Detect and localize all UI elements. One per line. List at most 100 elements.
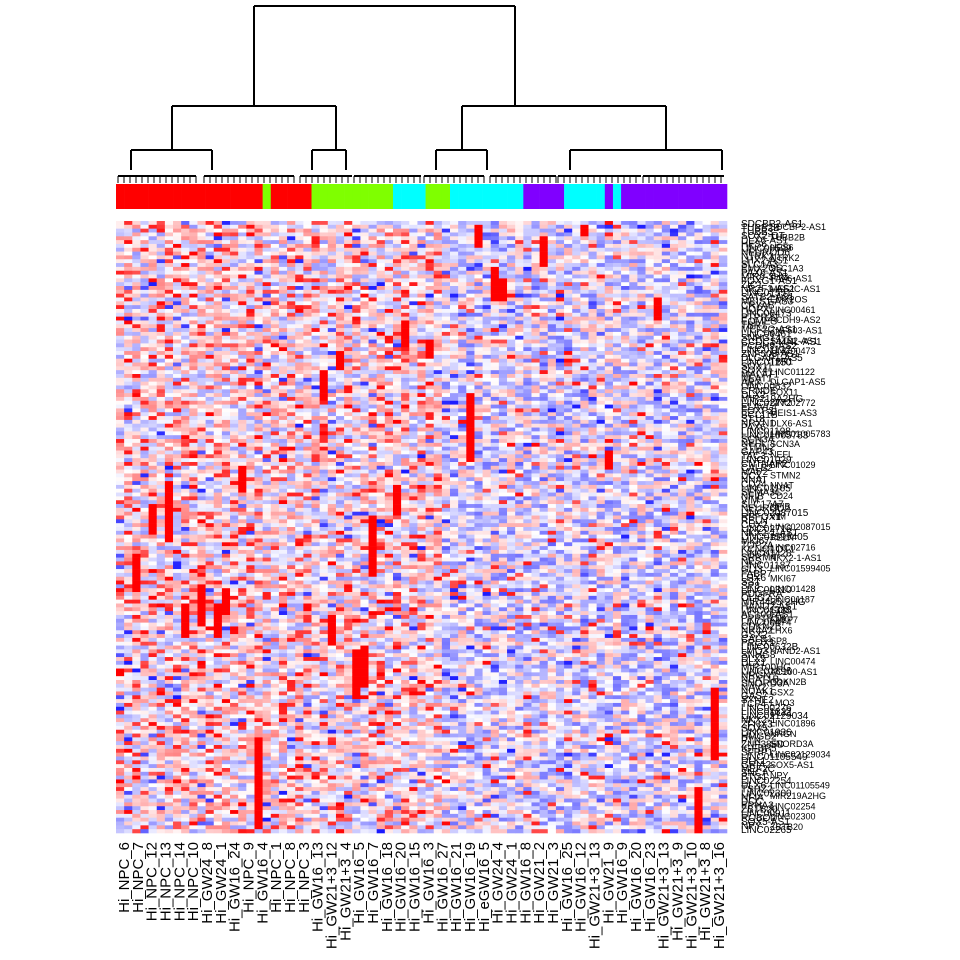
heatmap-cell (344, 614, 353, 620)
heatmap-cell (270, 714, 280, 719)
heatmap-cell (230, 748, 239, 753)
heatmap-cell (189, 829, 198, 834)
heatmap-cell (213, 584, 223, 589)
heatmap-cell (295, 301, 304, 306)
heatmap-cell (124, 416, 133, 421)
heatmap-cell (156, 771, 166, 776)
heatmap-cell (303, 270, 312, 275)
heatmap-cell (295, 320, 304, 325)
heatmap-cell (148, 664, 158, 669)
heatmap-cell (189, 266, 198, 272)
heatmap-cell (124, 733, 133, 738)
heatmap-cell (132, 794, 141, 799)
heatmap-cell (254, 305, 263, 310)
heatmap-cell (254, 450, 263, 455)
heatmap-cell (319, 343, 329, 348)
heatmap-cell (344, 278, 353, 283)
heatmap-cell (189, 278, 198, 283)
heatmap-cell (278, 534, 288, 539)
heatmap-cell (189, 626, 198, 631)
heatmap-cell (213, 668, 223, 673)
heatmap-cell (246, 481, 255, 486)
heatmap-cell (287, 431, 296, 436)
heatmap-cell (352, 653, 361, 658)
heatmap-cell (352, 339, 361, 344)
heatmap-cell (270, 767, 280, 773)
heatmap-cell (352, 572, 361, 578)
heatmap-cell (311, 465, 320, 470)
heatmap-cell (254, 247, 263, 252)
heatmap-cell (189, 286, 198, 291)
heatmap-cell (197, 645, 206, 650)
heatmap-cell (246, 798, 255, 803)
heatmap-cell (181, 228, 190, 233)
heatmap-cell (278, 400, 288, 405)
heatmap-cell (132, 504, 141, 509)
heatmap-cell (181, 553, 190, 558)
heatmap-cell (335, 783, 345, 788)
heatmap-cell (213, 817, 223, 822)
heatmap-cell (164, 695, 174, 700)
heatmap-cell (352, 431, 361, 436)
heatmap-cell (221, 668, 231, 673)
heatmap-cell (164, 396, 174, 402)
heatmap-cell (287, 515, 296, 520)
heatmap-cell (181, 523, 190, 528)
heatmap-cell (352, 676, 361, 681)
heatmap-cell (132, 676, 141, 681)
heatmap-cell (205, 331, 215, 337)
heatmap-cell (270, 500, 280, 505)
heatmap-cell (295, 710, 304, 715)
heatmap-cell (262, 553, 272, 558)
heatmap-cell (246, 515, 255, 520)
heatmap-cell (197, 404, 206, 409)
heatmap-cell (156, 737, 166, 742)
heatmap-cell (124, 289, 133, 294)
heatmap-cell (319, 618, 329, 623)
heatmap-cell (205, 767, 215, 773)
heatmap-cell (164, 706, 174, 711)
heatmap-cell (205, 538, 215, 543)
heatmap-cell (213, 335, 223, 340)
heatmap-cell (148, 729, 158, 734)
heatmap-cell (311, 794, 320, 799)
heatmap-cell (124, 347, 133, 352)
heatmap-cell (352, 618, 361, 623)
heatmap-cell (246, 607, 255, 612)
heatmap-cell (164, 676, 174, 681)
heatmap-cell (344, 630, 353, 635)
heatmap-cell (335, 228, 345, 233)
heatmap-cell (230, 297, 239, 302)
heatmap-cell (262, 829, 272, 834)
heatmap-cell (156, 806, 166, 811)
heatmap-cell (295, 312, 304, 317)
heatmap-cell (230, 680, 239, 685)
heatmap-cell (230, 787, 239, 792)
heatmap-cell (238, 439, 247, 444)
heatmap-cell (230, 622, 239, 627)
heatmap-cell (327, 270, 337, 275)
heatmap-cell (164, 481, 174, 486)
heatmap-cell (278, 557, 288, 562)
heatmap-cell (173, 538, 182, 543)
heatmap-cell (164, 546, 174, 551)
heatmap-cell (319, 263, 329, 268)
heatmap-cell (303, 649, 312, 654)
heatmap-cell (262, 374, 272, 379)
heatmap-cell (173, 251, 182, 256)
heatmap-cell (205, 308, 215, 314)
heatmap-cell (270, 710, 280, 715)
heatmap-cell (270, 312, 280, 317)
heatmap-cell (238, 752, 247, 757)
heatmap-cell (156, 718, 166, 723)
heatmap-cell (173, 221, 182, 226)
heatmap-cell (124, 767, 133, 773)
heatmap-cell (344, 400, 353, 405)
heatmap-cell (181, 603, 190, 608)
heatmap-cell (287, 611, 296, 616)
heatmap-cell (132, 400, 141, 405)
heatmap-cell (254, 412, 263, 417)
heatmap-cell (327, 691, 337, 696)
heatmap-cell (189, 335, 198, 340)
heatmap-cell (213, 630, 223, 635)
